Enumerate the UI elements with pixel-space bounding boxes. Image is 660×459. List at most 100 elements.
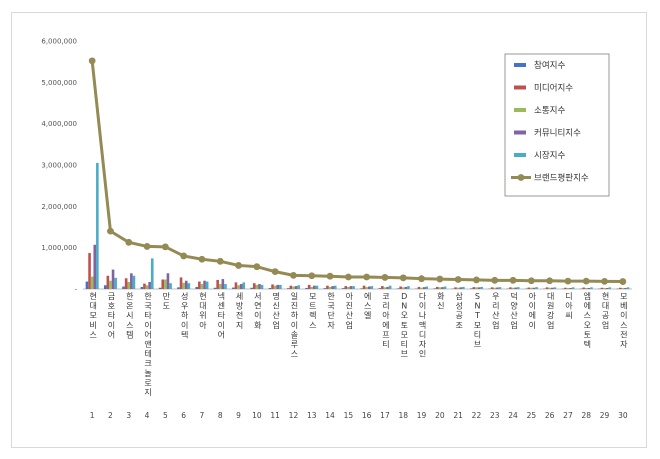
line-point xyxy=(161,243,169,251)
bar xyxy=(239,284,243,289)
bar xyxy=(425,286,429,289)
bar xyxy=(93,244,97,289)
bar xyxy=(216,279,219,289)
bar xyxy=(456,287,460,289)
bar xyxy=(111,269,115,289)
bar xyxy=(258,284,261,289)
bar xyxy=(404,286,408,289)
bar xyxy=(328,286,332,289)
line-point xyxy=(418,275,425,283)
bar xyxy=(360,288,363,289)
bar xyxy=(587,287,591,289)
bar xyxy=(85,281,89,289)
bar xyxy=(289,285,293,289)
y-tick-label: - xyxy=(74,286,77,294)
bar xyxy=(200,284,204,289)
bar xyxy=(367,286,371,289)
bar xyxy=(603,287,606,289)
bar xyxy=(114,277,117,289)
line-point xyxy=(125,238,133,246)
bar xyxy=(286,288,290,289)
line-point xyxy=(253,263,261,271)
bar xyxy=(388,285,392,289)
y-tick-label: 1,000,000 xyxy=(41,244,77,252)
line-point xyxy=(326,272,334,280)
bar xyxy=(252,283,256,289)
bar xyxy=(88,253,91,289)
bar xyxy=(490,287,494,289)
x-rank-label: 22 xyxy=(472,411,482,420)
bar xyxy=(213,287,217,289)
line-point xyxy=(509,276,517,284)
bar xyxy=(417,286,421,289)
x-rank-label: 20 xyxy=(435,411,445,420)
bar xyxy=(297,285,300,289)
line-point xyxy=(198,255,206,263)
bar xyxy=(381,286,384,289)
bar xyxy=(624,287,627,289)
bar xyxy=(618,287,622,289)
bar xyxy=(480,286,483,289)
legend-swatch xyxy=(514,108,526,112)
x-rank-label: 23 xyxy=(490,411,500,420)
line-point xyxy=(143,243,151,250)
x-rank-label: 4 xyxy=(145,411,150,420)
x-rank-label: 24 xyxy=(508,411,518,420)
bar xyxy=(566,287,570,289)
x-rank-label: 30 xyxy=(618,411,628,420)
bar xyxy=(347,286,350,289)
bar xyxy=(370,286,374,289)
line-point xyxy=(619,278,627,285)
bar xyxy=(433,288,436,289)
bar xyxy=(169,283,172,289)
bar xyxy=(232,287,235,289)
bar xyxy=(237,285,240,289)
bar xyxy=(177,287,180,289)
bar xyxy=(527,287,531,289)
legend-label: 시장지수 xyxy=(534,150,565,161)
y-tick-label: 6,000,000 xyxy=(41,38,77,46)
bar xyxy=(378,288,382,289)
legend-label: 참여지수 xyxy=(534,60,565,71)
bar xyxy=(130,273,133,289)
bar xyxy=(333,285,337,289)
line-point xyxy=(436,275,444,283)
line-point xyxy=(399,274,407,282)
bar xyxy=(459,287,463,289)
x-rank-label: 28 xyxy=(581,411,591,420)
legend-label: 커뮤니티지수 xyxy=(534,128,581,139)
bar xyxy=(475,287,478,289)
x-rank-label: 6 xyxy=(181,411,186,420)
bar xyxy=(276,284,280,289)
legend-marker xyxy=(517,174,525,181)
x-rank-label: 27 xyxy=(563,411,573,420)
bar xyxy=(443,286,447,289)
bar xyxy=(582,287,585,289)
bar xyxy=(608,287,612,289)
bar xyxy=(203,280,206,289)
bar xyxy=(150,258,154,289)
x-rank-label: 2 xyxy=(108,411,113,420)
y-tick-label: 5,000,000 xyxy=(41,79,77,87)
bar xyxy=(268,287,272,289)
line-point xyxy=(308,272,316,280)
bar xyxy=(260,284,264,289)
y-tick-label: 2,000,000 xyxy=(41,203,77,211)
bar xyxy=(407,286,410,289)
line-point xyxy=(381,274,389,281)
x-rank-label: 29 xyxy=(600,411,610,420)
bar xyxy=(349,286,353,289)
bar xyxy=(516,287,520,289)
